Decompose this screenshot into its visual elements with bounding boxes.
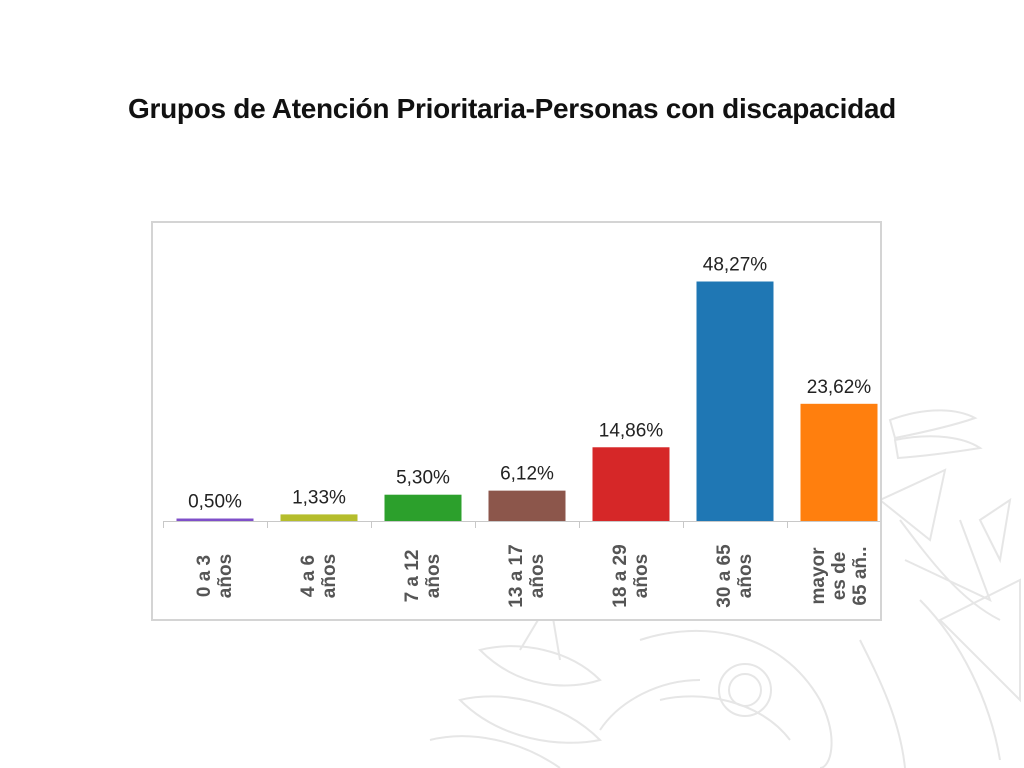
bar-1 [280,514,358,521]
bar-6 [800,403,878,521]
bar-chart: 0,50% 1,33% 5,30% 6,12% 14,86% 48,27% 23,62% [163,255,880,528]
data-label-1: 1,33% [292,487,346,508]
bar-5 [696,281,774,521]
data-label-5: 48,27% [703,255,768,276]
bar-3 [488,490,566,521]
chart-frame: 0,50% 1,33% 5,30% 6,12% 14,86% 48,27% 23,62% 0… [151,221,882,621]
bar-0 [176,518,254,521]
data-label-3: 6,12% [500,464,554,485]
data-label-2: 5,30% [396,468,450,489]
data-label-6: 23,62% [807,377,872,398]
bar-4 [592,447,670,521]
data-label-0: 0,50% [188,492,242,513]
bar-2 [384,494,462,521]
data-label-4: 14,86% [599,420,664,441]
slide-title: Grupos de Atención Prioritaria-Personas … [128,93,896,124]
